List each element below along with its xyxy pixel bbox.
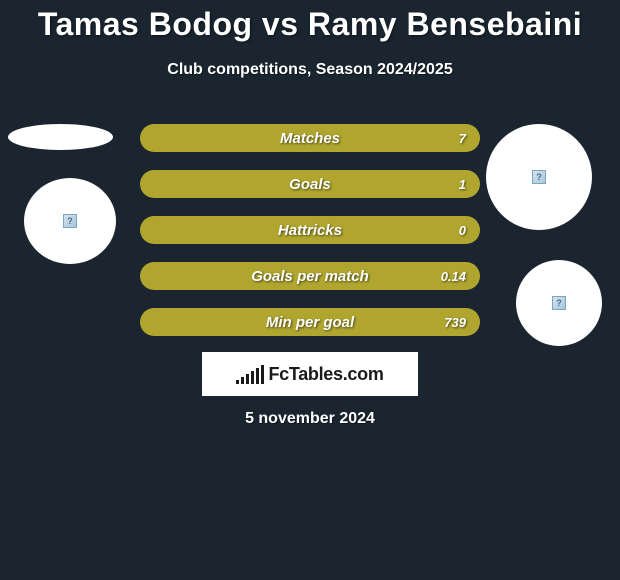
stat-row: Hattricks 0 xyxy=(140,216,480,244)
avatar-placeholder-right-top: ? xyxy=(486,124,592,230)
stat-label: Goals xyxy=(289,176,331,193)
stat-row: Goals 1 xyxy=(140,170,480,198)
stat-label: Min per goal xyxy=(266,314,354,331)
image-placeholder-icon: ? xyxy=(532,170,546,184)
stat-value: 7 xyxy=(459,131,466,146)
avatar-placeholder-right-bottom: ? xyxy=(516,260,602,346)
stat-row: Goals per match 0.14 xyxy=(140,262,480,290)
stat-value: 1 xyxy=(459,177,466,192)
logo-text: FcTables.com xyxy=(268,364,383,385)
stat-label: Goals per match xyxy=(251,268,369,285)
image-placeholder-icon: ? xyxy=(552,296,566,310)
image-placeholder-icon: ? xyxy=(63,214,77,228)
stat-row: Matches 7 xyxy=(140,124,480,152)
comparison-subtitle: Club competitions, Season 2024/2025 xyxy=(0,61,620,79)
avatar-placeholder-left: ? xyxy=(24,178,116,264)
stats-container: Matches 7 Goals 1 Hattricks 0 Goals per … xyxy=(140,124,480,354)
stat-value: 739 xyxy=(444,315,466,330)
stat-value: 0 xyxy=(459,223,466,238)
stat-label: Hattricks xyxy=(278,222,342,239)
stat-value: 0.14 xyxy=(441,269,466,284)
fctables-logo: FcTables.com xyxy=(202,352,418,396)
date-label: 5 november 2024 xyxy=(0,410,620,428)
comparison-title: Tamas Bodog vs Ramy Bensebaini xyxy=(0,0,620,43)
logo-bars-icon xyxy=(236,365,264,384)
stat-row: Min per goal 739 xyxy=(140,308,480,336)
decorative-ellipse xyxy=(8,124,113,150)
stat-label: Matches xyxy=(280,130,340,147)
